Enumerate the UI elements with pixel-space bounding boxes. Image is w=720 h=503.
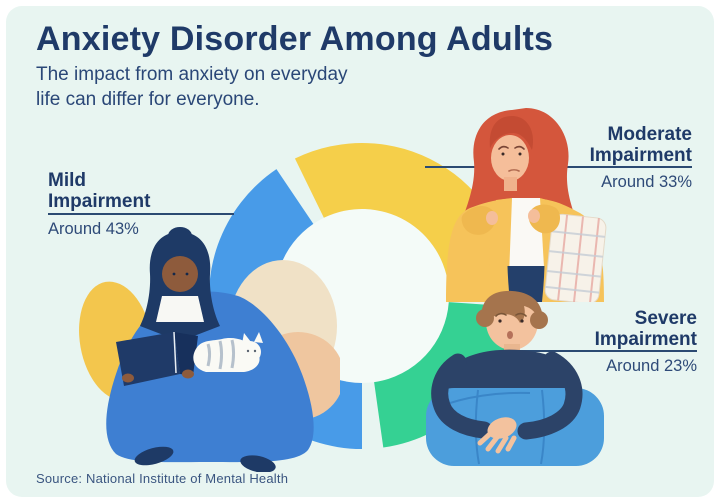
mild-callout-line [48, 213, 234, 215]
moderate-callout-line [425, 166, 692, 168]
source-attribution: Source: National Institute of Mental Hea… [36, 471, 289, 486]
severe-segment-value: Around 23% [606, 357, 697, 375]
severe-callout-line [520, 350, 697, 352]
moderate-segment-value: Around 33% [601, 173, 692, 191]
severe-segment-label: Severe Impairment [594, 308, 697, 350]
mild-segment-label: Mild Impairment [48, 170, 151, 212]
moderate-segment-label: Moderate Impairment [589, 124, 692, 166]
page-title: Anxiety Disorder Among Adults [36, 20, 554, 58]
page-subtitle: The impact from anxiety on everyday life… [36, 64, 348, 110]
mild-segment-value: Around 43% [48, 220, 139, 238]
